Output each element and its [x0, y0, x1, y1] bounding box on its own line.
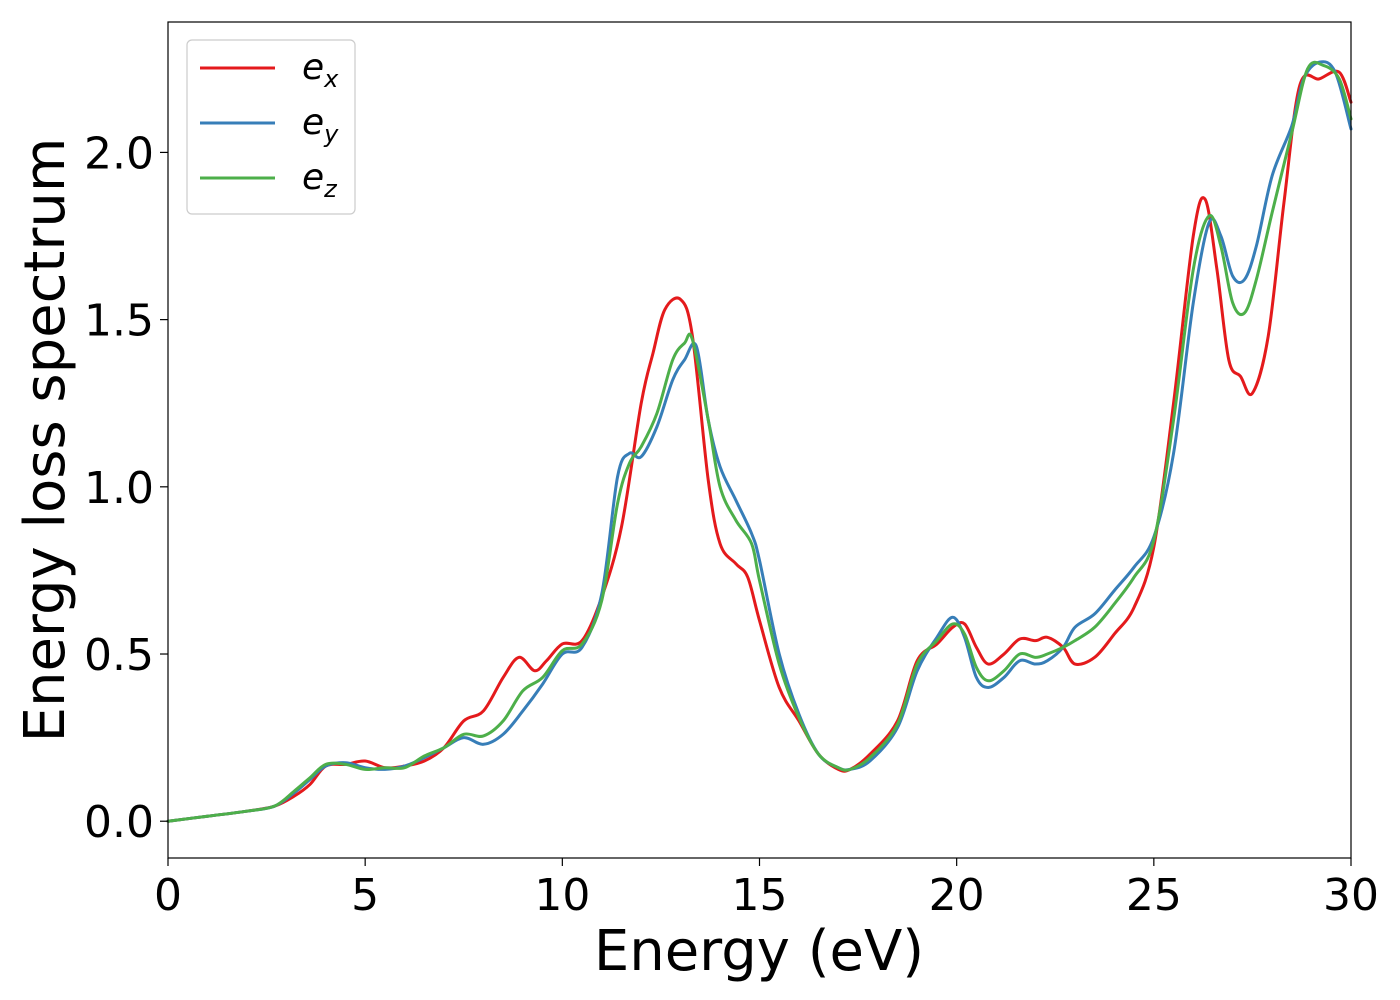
x-tick-label: 25	[1126, 870, 1182, 921]
x-axis: 0 5 10 15 20 25 30	[154, 858, 1379, 921]
y-tick-label: 0.0	[84, 797, 154, 848]
legend-label-e-y: ey	[302, 102, 339, 148]
legend-label-e-x: ex	[302, 47, 339, 93]
x-tick-label: 15	[732, 870, 788, 921]
legend-label-e-z: ez	[302, 157, 338, 203]
series-line-e-z	[166, 60, 1353, 823]
x-axis-title: Energy (eV)	[594, 919, 924, 984]
y-tick-label: 0.5	[84, 630, 154, 681]
y-tick-label: 1.0	[84, 463, 154, 514]
y-tick-label: 2.0	[84, 128, 154, 179]
series-lines	[166, 60, 1353, 823]
y-tick-label: 1.5	[84, 296, 154, 347]
y-axis-title: Energy loss spectrum	[13, 138, 78, 743]
x-tick-label: 20	[929, 870, 985, 921]
x-tick-label: 10	[534, 870, 590, 921]
legend-box	[186, 39, 356, 215]
legend: ex ey ez	[186, 39, 356, 215]
y-axis: 0.0 0.5 1.0 1.5 2.0	[84, 128, 168, 848]
x-tick-label: 30	[1323, 870, 1379, 921]
x-tick-label: 5	[351, 870, 379, 921]
x-tick-label: 0	[154, 870, 182, 921]
